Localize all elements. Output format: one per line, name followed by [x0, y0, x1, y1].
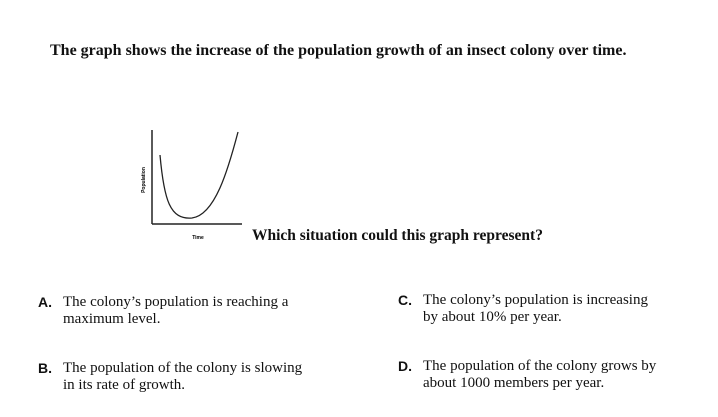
option-letter: A.: [38, 294, 52, 310]
option-text: The colony’s population is increasing by …: [423, 292, 648, 326]
option-line: The population of the colony grows by: [423, 358, 657, 374]
option-text: The population of the colony grows by abo…: [423, 358, 656, 392]
option-line: in its rate of growth.: [63, 377, 186, 393]
y-axis-label: Population: [141, 167, 147, 193]
option-text: The population of the colony is slowing i…: [63, 360, 302, 394]
option-line: maximum level.: [63, 311, 161, 327]
option-letter: C.: [398, 292, 412, 308]
option-line: about 1000 members per year.: [423, 375, 605, 391]
option-text: The colony’s population is reaching a max…: [63, 294, 288, 328]
graph: Population Time: [141, 130, 242, 241]
option-line: The colony’s population is increasing: [423, 292, 648, 308]
prompt: Which situation could this graph represe…: [252, 227, 543, 244]
option-line: The population of the colony is slowing: [63, 360, 303, 376]
option-letter: B.: [38, 360, 52, 376]
option-line: by about 10% per year.: [423, 309, 562, 325]
option-letter: D.: [398, 358, 412, 374]
question: The graph shows the increase of the popu…: [50, 42, 627, 59]
x-axis-label: Time: [192, 235, 204, 241]
option-line: The colony’s population is reaching a: [63, 294, 289, 310]
curve: [159, 131, 239, 219]
